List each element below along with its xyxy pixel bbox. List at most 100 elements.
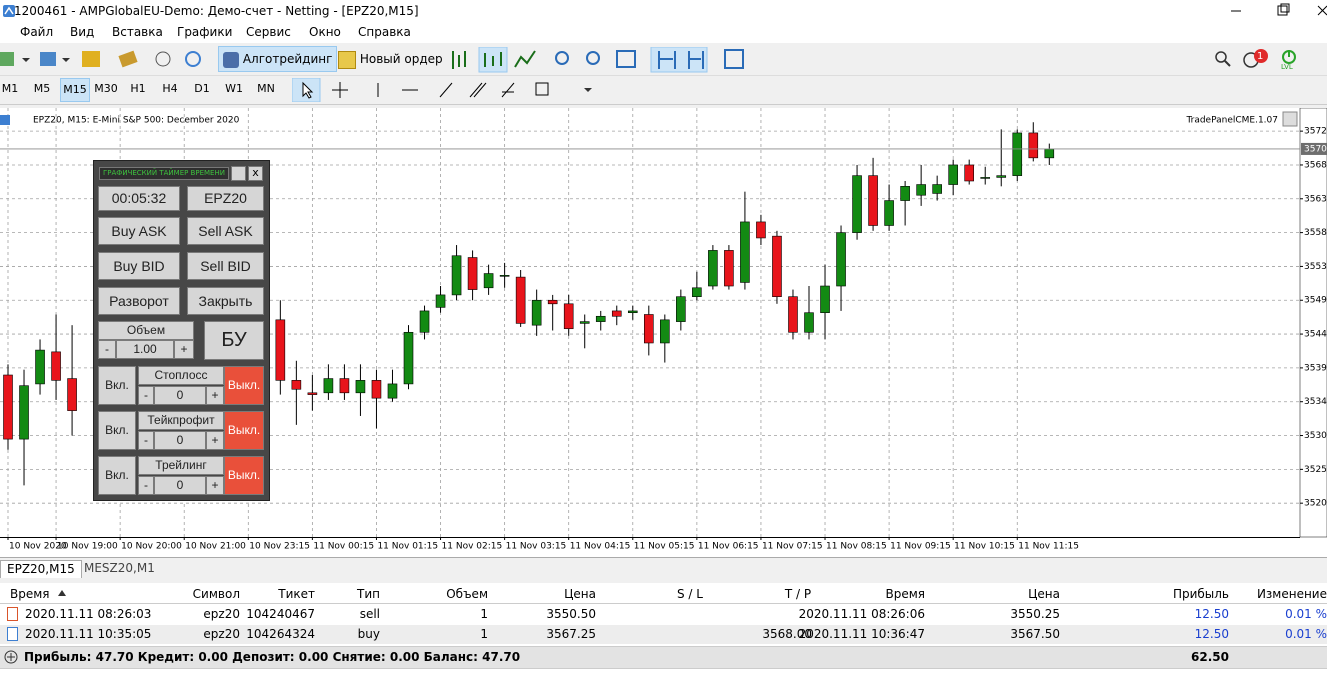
candle-body: [868, 175, 878, 226]
indicator-name: TradePanelCME.1.07: [1185, 116, 1278, 126]
cell-profit: 12.50: [1194, 627, 1229, 641]
sell-ask-button[interactable]: Sell ASK: [187, 217, 264, 245]
candle-body: [1044, 148, 1055, 159]
notification-icon[interactable]: [1242, 48, 1272, 70]
candle-body: [980, 177, 991, 179]
y-tick-label: 3530: [1304, 431, 1327, 441]
volume-minus[interactable]: -: [98, 340, 116, 359]
column-header[interactable]: Цена: [564, 587, 596, 601]
stop-value[interactable]: 0: [154, 476, 206, 495]
symbol-icon: [0, 115, 10, 125]
candle-body: [820, 285, 830, 314]
stop-minus[interactable]: -: [138, 386, 154, 405]
stop-minus[interactable]: -: [138, 431, 154, 450]
candle-body: [3, 374, 13, 440]
candle-body: [67, 378, 77, 411]
title-bar: 1200461 - AMPGlobalEU-Demo: Демо-счет - …: [0, 0, 1327, 22]
column-header[interactable]: Тип: [357, 587, 380, 601]
timeframe-button[interactable]: H4: [162, 82, 178, 95]
menu-item[interactable]: Сервис: [246, 25, 291, 39]
candle-body: [1028, 132, 1039, 159]
menu-item[interactable]: Окно: [309, 25, 341, 39]
stop-minus[interactable]: -: [138, 476, 154, 495]
breakeven-button[interactable]: БУ: [204, 321, 264, 360]
volume-label: Объем: [98, 321, 194, 340]
timeframe-button[interactable]: M5: [33, 82, 51, 95]
reverse-button[interactable]: Разворот: [98, 287, 180, 315]
toolbar-icons[interactable]: [0, 47, 215, 73]
menu-item[interactable]: Вставка: [112, 25, 163, 39]
candle-body: [483, 273, 494, 289]
close-button[interactable]: Закрыть: [187, 287, 264, 315]
row-background: [0, 605, 1327, 624]
window-controls[interactable]: [1215, 0, 1327, 22]
timeframe-button[interactable]: H1: [130, 82, 146, 95]
new-order-button[interactable]: Новый ордер: [333, 46, 448, 72]
y-tick-label: 3549: [1304, 296, 1327, 306]
chart-toolbar-icons[interactable]: [445, 47, 755, 73]
column-header[interactable]: Время: [10, 587, 50, 601]
x-tick-label: 11 Nov 01:15: [377, 542, 438, 552]
column-header[interactable]: S / L: [677, 587, 703, 601]
menu-item[interactable]: Графики: [177, 25, 233, 39]
new-order-label: Новый ордер: [359, 52, 443, 66]
volume-plus[interactable]: +: [174, 340, 194, 359]
column-header[interactable]: Символ: [192, 587, 240, 601]
x-tick-label: 11 Nov 04:15: [570, 542, 631, 552]
column-header[interactable]: Прибыль: [1172, 587, 1229, 601]
stop-on-button[interactable]: Вкл.: [98, 366, 136, 405]
stop-value[interactable]: 0: [154, 386, 206, 405]
drawing-tools[interactable]: [292, 78, 602, 102]
volume-value[interactable]: 1.00: [116, 340, 174, 359]
cell-symbol: epz20: [203, 627, 240, 641]
sell-bid-button[interactable]: Sell BID: [187, 252, 264, 280]
current-price-label: 3570.25: [1304, 144, 1327, 154]
candle-body: [563, 303, 574, 330]
chart-tab[interactable]: EPZ20,M15: [0, 560, 82, 578]
stop-value[interactable]: 0: [154, 431, 206, 450]
candle-body: [852, 175, 862, 233]
chart-tab[interactable]: MESZ20,M1: [84, 561, 155, 575]
cell-volume: 1: [480, 627, 488, 641]
candle-body: [740, 221, 750, 283]
stop-plus[interactable]: +: [206, 476, 224, 495]
algo-trading-button[interactable]: Алготрейдинг: [218, 46, 338, 72]
column-header[interactable]: Изменение: [1256, 587, 1327, 601]
stop-off-button[interactable]: Выкл.: [224, 411, 264, 450]
stop-on-button[interactable]: Вкл.: [98, 456, 136, 495]
buy-ask-button[interactable]: Buy ASK: [98, 217, 180, 245]
panel-close[interactable]: x: [248, 166, 263, 181]
expand-icon[interactable]: [4, 650, 18, 664]
x-tick-label: 10 Nov 20:00: [121, 542, 182, 552]
timeframe-button[interactable]: M30: [94, 82, 118, 95]
panel-minimize[interactable]: [231, 166, 246, 181]
column-header[interactable]: T / P: [784, 587, 812, 601]
stop-off-button[interactable]: Выкл.: [224, 366, 264, 405]
stop-on-button[interactable]: Вкл.: [98, 411, 136, 450]
timeframe-button[interactable]: D1: [194, 82, 210, 95]
timeframe-button[interactable]: M1: [1, 82, 19, 95]
timeframe-button[interactable]: M15: [60, 78, 90, 102]
column-header[interactable]: Объем: [446, 587, 488, 601]
buy-bid-button[interactable]: Buy BID: [98, 252, 180, 280]
y-tick-label: 3539.5: [1304, 363, 1327, 373]
menu-item[interactable]: Файл: [20, 25, 54, 39]
column-header[interactable]: Тикет: [278, 587, 315, 601]
chart-tabs: EPZ20,M15 MESZ20,M1: [0, 557, 1327, 578]
search-icon[interactable]: [1212, 48, 1242, 70]
sort-arrow: [58, 590, 66, 596]
cell-ticket: 104240467: [246, 607, 315, 621]
candle-body: [451, 255, 462, 296]
stop-plus[interactable]: +: [206, 386, 224, 405]
symbol-button[interactable]: EPZ20: [187, 186, 264, 211]
timeframe-button[interactable]: W1: [225, 82, 243, 95]
column-header[interactable]: Время: [885, 587, 925, 601]
candle-body: [435, 294, 446, 308]
stop-off-button[interactable]: Выкл.: [224, 456, 264, 495]
timeframe-button[interactable]: MN: [257, 82, 275, 95]
column-header[interactable]: Цена: [1028, 587, 1060, 601]
menu-item[interactable]: Справка: [358, 25, 411, 39]
menu-item[interactable]: Вид: [70, 25, 95, 39]
stop-plus[interactable]: +: [206, 431, 224, 450]
